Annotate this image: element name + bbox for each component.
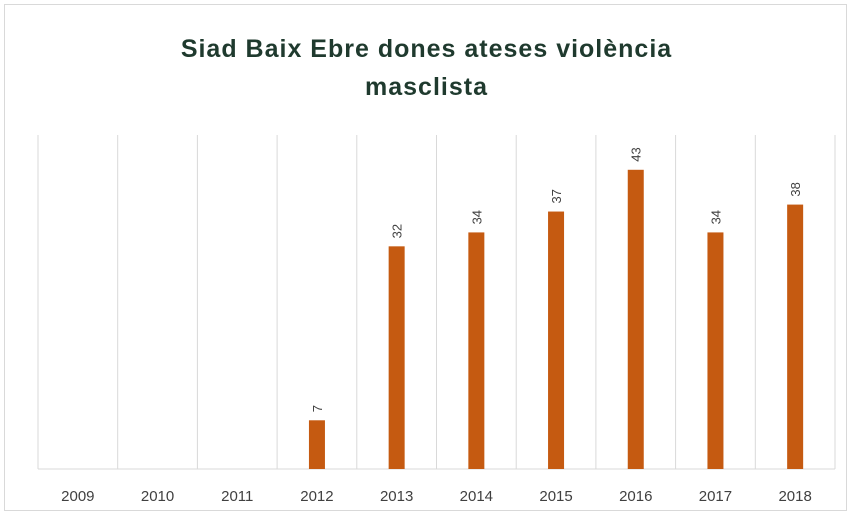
x-tick-label: 2009 [61,488,94,505]
bar [707,232,724,469]
data-label: 34 [469,210,484,224]
chart-frame [4,4,847,511]
x-tick-label: 2011 [221,488,253,505]
chart-title-line-2: masclista [365,73,488,101]
bar [627,169,644,469]
chart-title-line-1: Siad Baix Ebre dones ateses violència [180,35,673,63]
data-label: 34 [708,210,723,224]
x-tick-label: 2013 [380,488,413,505]
data-label: 32 [390,224,405,238]
data-label: 7 [310,405,325,412]
data-label: 38 [788,182,803,196]
bar [787,204,804,470]
bar [388,246,405,469]
data-label: 43 [629,147,644,161]
x-tick-label: 2012 [300,488,333,505]
x-tick-label: 2018 [778,488,811,505]
bar [468,232,485,469]
x-tick-label: 2014 [460,488,493,505]
x-tick-label: 2015 [539,488,572,505]
x-tick-label: 2017 [699,488,732,505]
data-label: 37 [549,189,564,203]
x-tick-label: 2016 [619,488,652,505]
x-tick-label: 2010 [141,488,174,505]
bar [308,420,325,469]
chart-title: Siad Baix Ebre dones ateses violència ma… [0,30,853,106]
bar [548,211,565,469]
